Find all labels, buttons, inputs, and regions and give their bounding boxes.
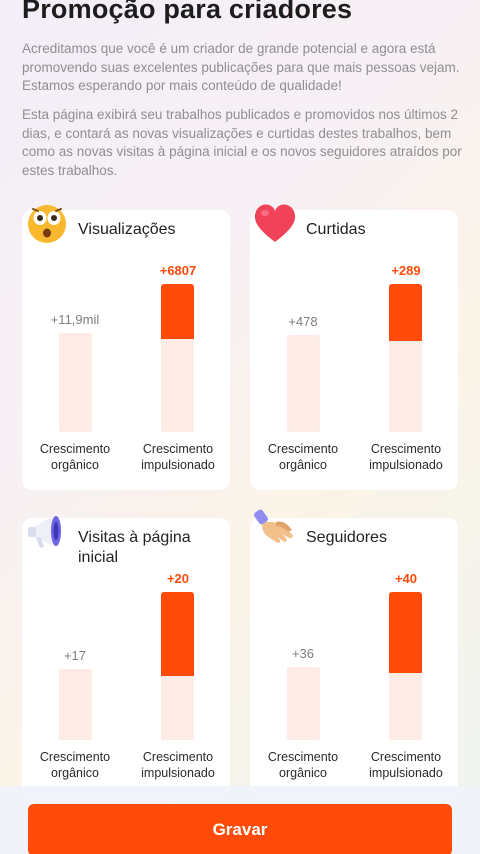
views-organic-bar [59,333,92,432]
followers-organic-label: Crescimento orgânico [267,750,339,780]
likes-card: Curtidas +478 +289 Crescimento orgânico … [250,204,458,490]
likes-organic-value: +478 [288,314,318,329]
views-boosted-label: Crescimento impulsionado [141,442,215,472]
likes-organic-label: Crescimento orgânico [267,442,339,472]
views-organic-value: +11,9mil [50,312,100,327]
save-button[interactable]: Gravar [28,804,452,854]
likes-boosted-bar-fill [389,284,422,341]
views-title: Visualizações [78,221,176,238]
views-organic-label: Crescimento orgânico [39,442,111,472]
intro-paragraph: Acreditamos que você é um criador de gra… [22,41,460,93]
visits-title: Visitas à página inicial [78,529,191,566]
followers-card: Seguidores +36 +40 Crescimento orgânico … [250,509,458,798]
followers-organic-bar [287,667,320,740]
followers-organic-value: +36 [291,646,315,661]
views-boosted-value: +6807 [159,263,197,278]
visits-boosted-bar-fill [161,592,194,676]
surprised-face-icon [28,205,66,243]
likes-organic-bar [287,335,320,432]
followers-title: Seguidores [306,529,387,546]
visits-organic-bar [59,669,92,740]
heart-icon [254,204,296,242]
likes-boosted-value: +289 [391,263,421,278]
likes-boosted-label: Crescimento impulsionado [369,442,443,472]
visits-card: Visitas à página inicial +17 +20 Crescim… [22,516,230,798]
description-paragraph: Esta página exibirá seu trabalhos public… [22,107,462,178]
visits-organic-label: Crescimento orgânico [39,750,111,780]
visits-organic-value: +17 [63,648,87,663]
visits-boosted-value: +20 [166,571,190,586]
visits-boosted-label: Crescimento impulsionado [141,750,215,780]
followers-boosted-value: +40 [394,571,418,586]
views-card: Visualizações +11,9mil +6807 Crescimento… [22,205,230,490]
likes-title: Curtidas [306,221,366,238]
page-title: Promoção para criadores [22,0,353,24]
handshake-icon [254,509,293,544]
megaphone-icon [28,516,61,548]
views-boosted-bar-fill [161,284,194,339]
followers-boosted-label: Crescimento impulsionado [369,750,443,780]
followers-boosted-bar-fill [389,592,422,673]
